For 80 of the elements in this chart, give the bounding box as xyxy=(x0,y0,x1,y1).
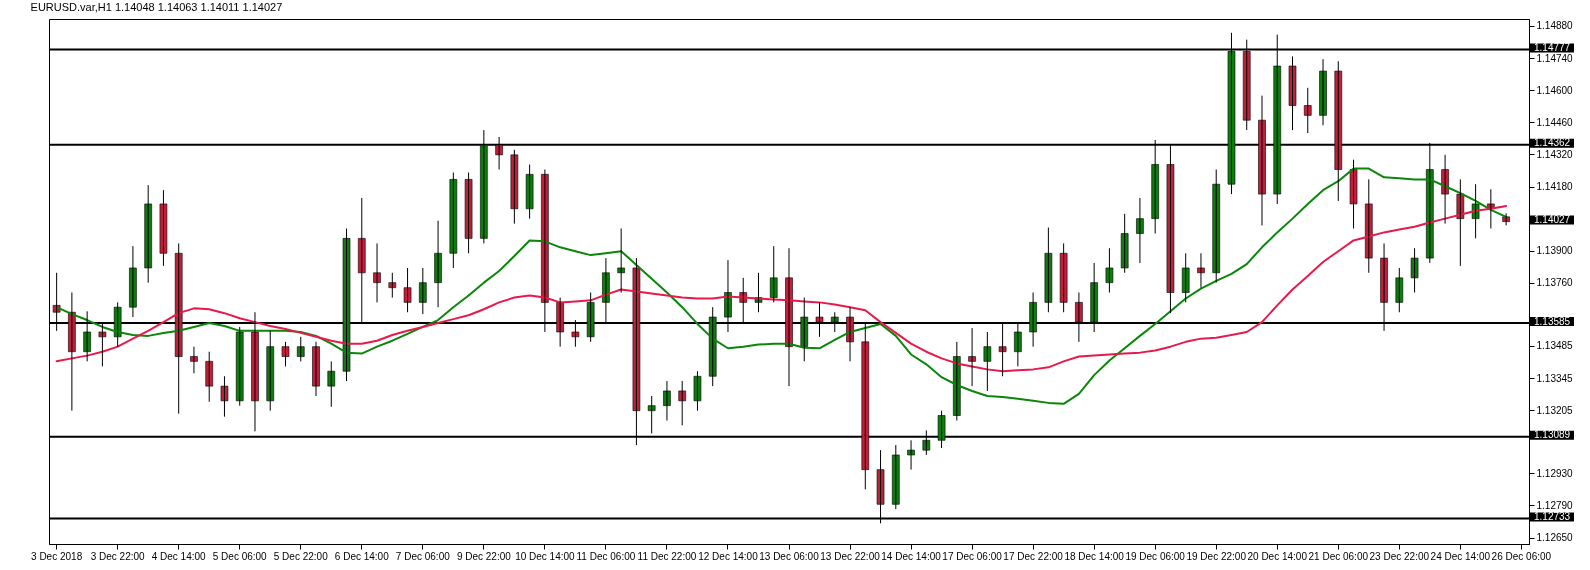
candlestick xyxy=(296,336,305,362)
x-tick-label: 3 Dec 2018 xyxy=(31,550,83,562)
y-tick-label: 1.13205 xyxy=(1536,404,1574,416)
x-tick-label: 24 Dec 14:00 xyxy=(1430,550,1491,562)
chart-title: EURUSD.var,H1 1.14048 1.14063 1.14011 1.14027 xyxy=(30,1,283,13)
candlestick xyxy=(1471,183,1480,239)
x-tick-label: 23 Dec 22:00 xyxy=(1369,550,1430,562)
ref-line-label: 1.12733 xyxy=(1534,511,1571,523)
y-tick-label: 1.14600 xyxy=(1536,84,1574,96)
candlestick xyxy=(983,331,992,392)
x-tick-label: 11 Dec 22:00 xyxy=(637,550,697,562)
candlestick xyxy=(525,163,534,220)
x-tick-label: 7 Dec 06:00 xyxy=(395,550,451,562)
candlestick xyxy=(647,395,656,434)
candlestick xyxy=(281,341,290,367)
x-tick-label: 17 Dec 22:00 xyxy=(1003,550,1064,562)
candlestick xyxy=(205,351,214,403)
candlestick xyxy=(419,267,427,315)
y-tick-label: 1.14880 xyxy=(1536,20,1574,32)
y-tick-label: 1.14180 xyxy=(1536,181,1574,192)
x-tick-label: 19 Dec 06:00 xyxy=(1125,550,1186,562)
candlestick xyxy=(769,245,778,303)
ref-line-label: 1.13585 xyxy=(1534,315,1571,327)
x-tick-label: 19 Dec 22:00 xyxy=(1186,550,1247,562)
candlestick xyxy=(449,172,458,269)
candlestick xyxy=(159,189,168,267)
candlestick xyxy=(1181,252,1190,303)
candlestick xyxy=(1364,178,1373,274)
candlestick xyxy=(693,370,702,412)
candlestick xyxy=(403,267,412,313)
x-tick-label: 18 Dec 14:00 xyxy=(1064,550,1125,562)
x-tick-label: 12 Dec 14:00 xyxy=(698,550,759,562)
x-tick-label: 26 Dec 06:00 xyxy=(1491,550,1552,562)
y-tick-label: 1.14740 xyxy=(1536,52,1574,64)
candlestick xyxy=(388,272,397,299)
x-tick-label: 13 Dec 06:00 xyxy=(759,550,820,562)
candlestick xyxy=(1105,247,1114,294)
candlestick xyxy=(510,149,519,225)
x-tick-label: 5 Dec 22:00 xyxy=(273,550,329,562)
y-tick-label: 1.13345 xyxy=(1536,372,1574,384)
text: 1.14027 xyxy=(1534,214,1571,226)
ref-line-label: 1.13089 xyxy=(1534,429,1571,441)
ref-line-label: 1.14362 xyxy=(1534,137,1571,149)
y-tick-label: 1.12790 xyxy=(1536,499,1574,511)
candlestick xyxy=(678,380,686,426)
y-tick-label: 1.14320 xyxy=(1536,148,1574,160)
candlestick xyxy=(327,360,336,408)
x-tick-label: 4 Dec 14:00 xyxy=(151,550,207,562)
candlestick xyxy=(1288,55,1297,131)
candlestick xyxy=(1395,267,1404,313)
y-tick-label: 1.14460 xyxy=(1536,116,1574,128)
x-tick-label: 20 Dec 14:00 xyxy=(1247,550,1308,562)
x-tick-label: 21 Dec 06:00 xyxy=(1308,550,1369,562)
x-tick-label: 3 Dec 22:00 xyxy=(90,550,146,562)
x-tick-label: 14 Dec 14:00 xyxy=(881,550,942,562)
y-tick-label: 1.13485 xyxy=(1536,340,1574,352)
y-tick-label: 1.12650 xyxy=(1536,532,1574,544)
candlestick xyxy=(1349,159,1358,229)
candlestick xyxy=(1059,242,1068,313)
y-tick-label: 1.13900 xyxy=(1536,245,1574,257)
x-tick-label: 17 Dec 06:00 xyxy=(942,550,1003,562)
x-tick-label: 9 Dec 22:00 xyxy=(456,550,512,562)
y-tick-label: 1.12930 xyxy=(1536,467,1574,479)
y-tick-label: 1.13760 xyxy=(1536,277,1574,289)
x-tick-label: 6 Dec 14:00 xyxy=(334,550,390,562)
candlestick xyxy=(144,184,152,284)
candlestick xyxy=(1120,213,1129,274)
ref-line-label: 1.14777 xyxy=(1534,42,1571,54)
x-tick-label: 10 Dec 14:00 xyxy=(515,550,576,562)
line-series xyxy=(55,205,1508,373)
x-tick-label: 5 Dec 06:00 xyxy=(212,550,268,562)
candlestick xyxy=(1410,247,1419,294)
candlestick xyxy=(892,444,900,510)
x-tick-label: 13 Dec 22:00 xyxy=(820,550,881,562)
candlestick xyxy=(1044,227,1053,313)
candlestick xyxy=(1303,87,1312,134)
x-tick-label: 11 Dec 06:00 xyxy=(576,550,636,562)
candlestick xyxy=(617,228,625,294)
candlestick xyxy=(220,375,229,418)
candlestick xyxy=(464,172,473,254)
